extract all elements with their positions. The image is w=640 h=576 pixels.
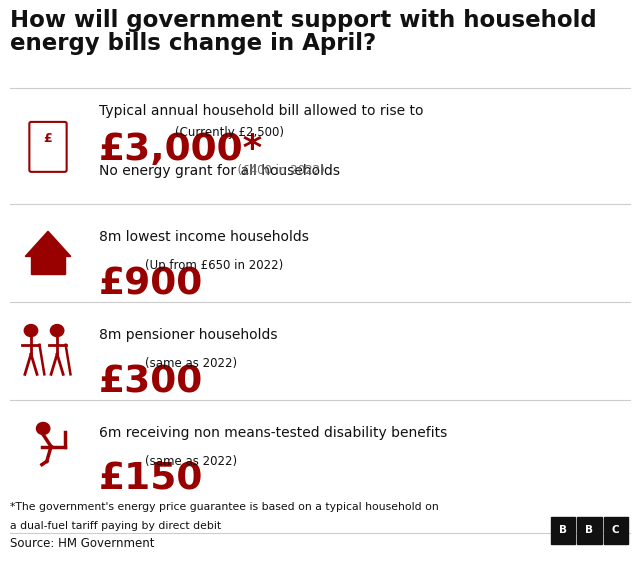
Text: *The government's energy price guarantee is based on a typical household on: *The government's energy price guarantee… [10, 502, 439, 512]
Text: 8m pensioner households: 8m pensioner households [99, 328, 278, 342]
Text: £150: £150 [99, 462, 204, 498]
Text: £: £ [44, 132, 52, 145]
Text: B: B [586, 525, 593, 536]
Circle shape [24, 324, 38, 336]
Text: (same as 2022): (same as 2022) [145, 357, 237, 370]
Text: B: B [559, 525, 567, 536]
Text: a dual-fuel tariff paying by direct debit: a dual-fuel tariff paying by direct debi… [10, 521, 221, 531]
Bar [604, 517, 628, 544]
Text: C: C [612, 525, 620, 536]
Bar [31, 256, 65, 274]
Text: £300: £300 [99, 364, 204, 400]
Text: £900: £900 [99, 266, 204, 302]
Polygon shape [25, 232, 71, 256]
Text: Source: HM Government: Source: HM Government [10, 537, 155, 551]
Circle shape [51, 324, 64, 336]
Text: (£400 in 2022): (£400 in 2022) [230, 164, 324, 177]
Text: (Currently £2,500): (Currently £2,500) [175, 126, 284, 139]
Text: (same as 2022): (same as 2022) [145, 455, 237, 468]
FancyBboxPatch shape [29, 122, 67, 172]
Circle shape [36, 422, 50, 434]
Text: No energy grant for all households: No energy grant for all households [99, 164, 340, 178]
Text: £3,000*: £3,000* [99, 132, 264, 169]
Bar [551, 517, 575, 544]
Bar [577, 517, 602, 544]
Text: How will government support with household: How will government support with househo… [10, 9, 597, 32]
Text: (Up from £650 in 2022): (Up from £650 in 2022) [145, 259, 284, 272]
Text: energy bills change in April?: energy bills change in April? [10, 32, 376, 55]
Text: Typical annual household bill allowed to rise to: Typical annual household bill allowed to… [99, 104, 424, 118]
Text: 8m lowest income households: 8m lowest income households [99, 230, 309, 244]
Text: 6m receiving non means-tested disability benefits: 6m receiving non means-tested disability… [99, 426, 447, 440]
